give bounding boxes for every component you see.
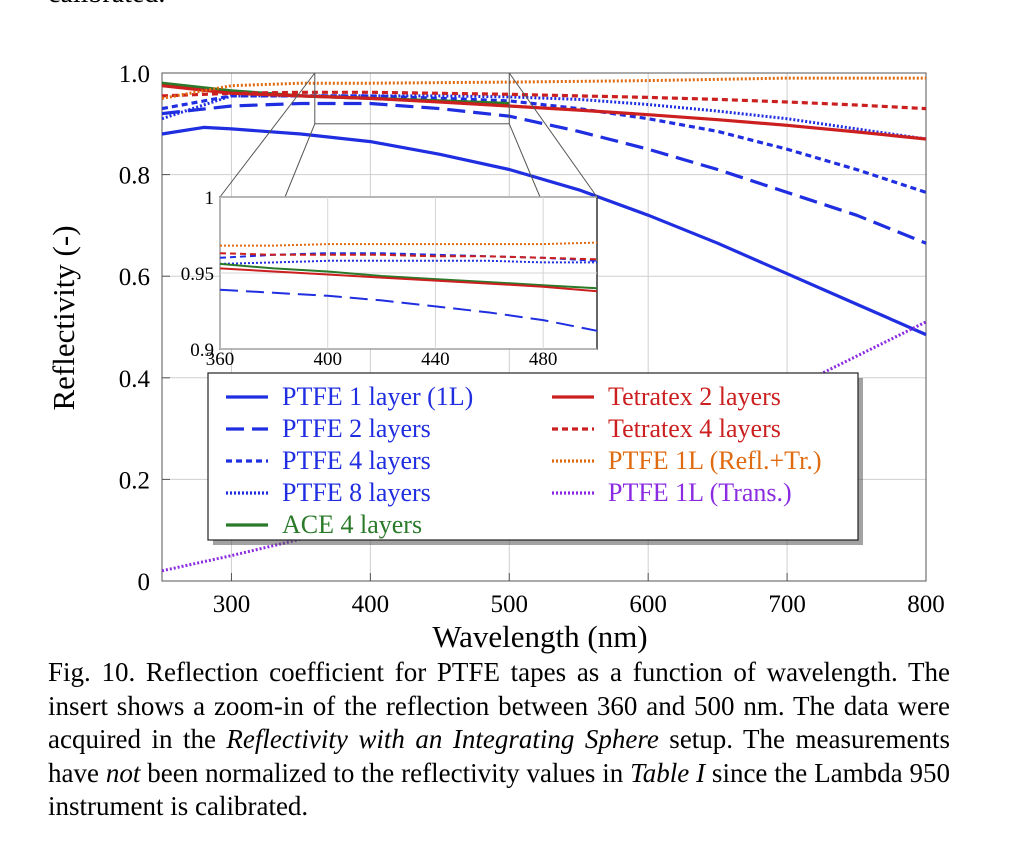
y-tick-label: 1.0: [119, 61, 150, 88]
legend-label-ptfe-4-layers: PTFE 4 layers: [282, 446, 431, 475]
zoom-connector-line: [508, 72, 598, 198]
legend-label-tetratex-4-layers: Tetratex 4 layers: [608, 414, 781, 443]
zoom-connector-line: [219, 72, 316, 198]
caption-table-ref: Table I: [630, 757, 706, 788]
x-tick-label: 700: [768, 591, 806, 618]
inset-series-line-ace-4-layers: [219, 262, 598, 290]
series-line-ptfe-4-layers: [161, 94, 927, 194]
inset-series-line-tetratex-4-layers: [219, 252, 598, 261]
y-tick-label: 0.4: [119, 366, 151, 393]
inset-y-tick-label: 0.9: [190, 340, 214, 361]
caption-text-4: since the Lambda 950 instrument is calib…: [48, 757, 950, 822]
inset-chart: 360 400 440 480 0.9 0.95 1: [181, 188, 598, 370]
series-line-ptfe-1-layer-1l: [161, 125, 927, 337]
inset-x-tick-label: 400: [313, 349, 342, 370]
inset-series-line-ptfe-8-layers: [219, 259, 597, 265]
previous-text-fragment: calibrated.: [48, 0, 165, 10]
inset-series-line-ptfe-1l-refl-tr: [220, 241, 598, 247]
zoom-connector-line: [508, 123, 541, 198]
zoom-region-box: [314, 72, 510, 125]
inset-x-tick-label: 360: [206, 349, 235, 370]
x-tick-label: 800: [907, 591, 945, 618]
inset-series-line-tetratex-2-layers: [219, 267, 598, 293]
y-axis-label: Reflectivity (-): [46, 225, 81, 410]
legend-box: [207, 372, 859, 541]
inset-y-tick-label: 0.95: [181, 264, 214, 285]
legend-label-ptfe-1l-trans: PTFE 1L (Trans.): [608, 478, 792, 507]
inset-x-tick-label: 480: [529, 349, 558, 370]
legend-label-ptfe-1-layer-1l: PTFE 1 layer (1L): [282, 382, 473, 411]
inset-series-line-ptfe-2-layers: [219, 288, 598, 332]
inset-y-tick-label: 1: [205, 188, 215, 209]
legend-label-ptfe-8-layers: PTFE 8 layers: [282, 478, 431, 507]
caption-setup-name: Reflectivity with an Integrating Sphere: [226, 724, 659, 754]
series-line-ptfe-8-layers: [161, 94, 927, 141]
legend-label-ptfe-2-layers: PTFE 2 layers: [282, 414, 431, 443]
caption-text-1: Fig. 10. Reflection coefficient for PTFE…: [48, 657, 950, 754]
x-tick-label: 600: [629, 591, 667, 618]
inset-x-tick-label: 440: [421, 349, 450, 370]
main-ticks: 300 400 500 600 700 800 0 0.2 0.4 0.6 0.8 1.0: [119, 61, 945, 618]
legend-label-ptfe-1l-refl-tr: PTFE 1L (Refl.+Tr.): [608, 446, 822, 475]
zoom-connector-line: [284, 123, 316, 198]
reflectivity-chart: 300 400 500 600 700 800 0 0.2 0.4 0.6 0.8 1.0 360 40…: [46, 61, 945, 654]
figure-caption: Fig. 10. Reflection coefficient for PTFE…: [48, 656, 950, 824]
main-plot-frame: [161, 72, 927, 582]
legend-label-tetratex-2-layers: Tetratex 2 layers: [608, 382, 781, 411]
series-line-tetratex-4-layers: [161, 90, 927, 111]
y-tick-label: 0: [138, 569, 151, 596]
x-axis-label: Wavelength (nm): [432, 619, 647, 654]
zoom-indicator: [219, 72, 598, 198]
legend: PTFE 1 layer (1L) PTFE 2 layers PTFE 4 lay…: [207, 372, 863, 545]
y-tick-label: 0.6: [119, 264, 150, 291]
y-tick-label: 0.8: [119, 163, 150, 190]
x-tick-label: 500: [491, 591, 529, 618]
legend-label-ace-4-layers: ACE 4 layers: [282, 510, 422, 539]
x-tick-label: 400: [352, 591, 390, 618]
caption-text-2: setup. The measurements have: [48, 724, 950, 788]
y-tick-label: 0.2: [119, 467, 150, 494]
caption-text-3: been normalized to the reflectivity valu…: [140, 757, 631, 788]
x-tick-label: 300: [213, 591, 251, 618]
series-line-tetratex-2-layers: [161, 84, 927, 141]
caption-emphasis-not: not: [105, 757, 141, 788]
